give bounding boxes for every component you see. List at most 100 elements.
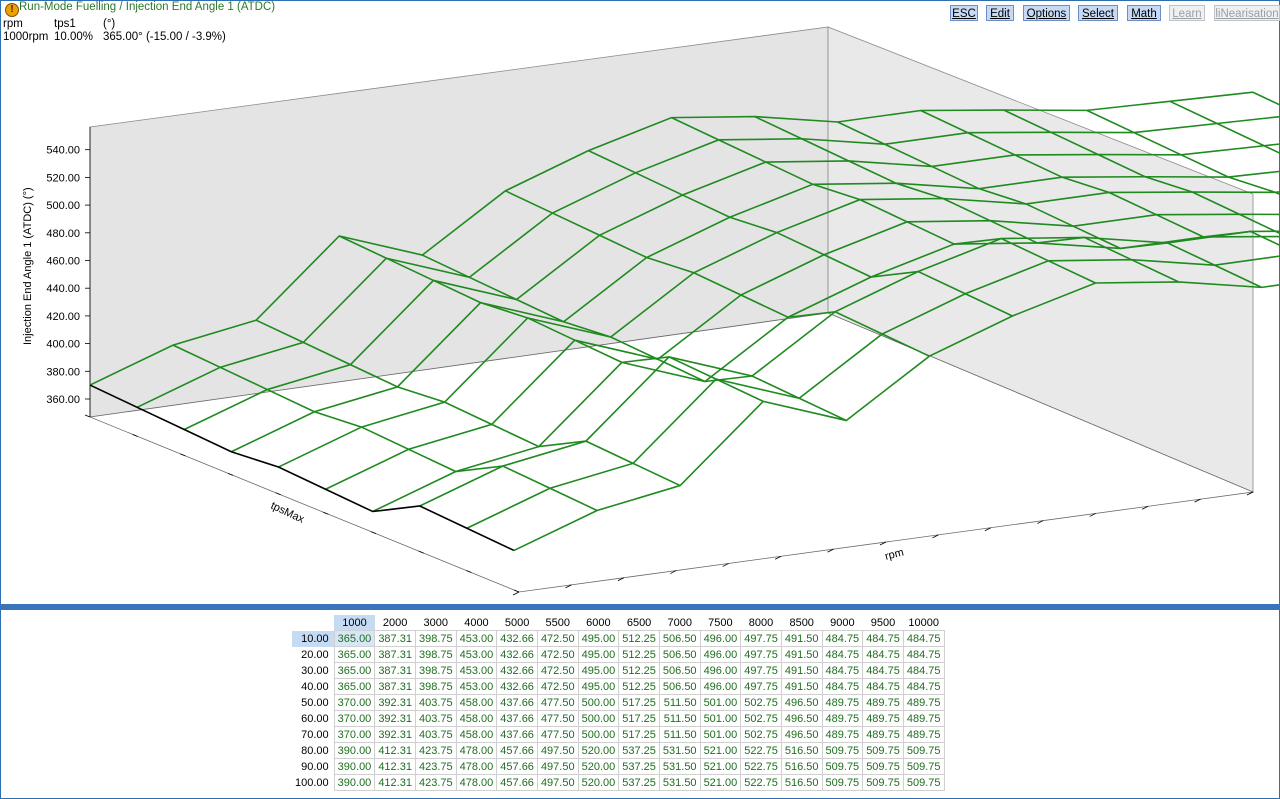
table-cell[interactable]: 489.75	[862, 694, 904, 711]
table-cell[interactable]: 365.00	[333, 646, 376, 663]
table-cell[interactable]: 496.00	[699, 678, 742, 695]
table-cell[interactable]: 432.66	[496, 646, 538, 663]
rpm-column-header[interactable]: 4000	[464, 616, 489, 629]
table-cell[interactable]: 500.00	[577, 726, 620, 743]
table-cell[interactable]: 437.66	[496, 710, 538, 727]
table-cell[interactable]: 509.75	[821, 742, 864, 759]
table-cell[interactable]: 497.50	[536, 742, 579, 759]
table-cell[interactable]: 537.25	[618, 774, 660, 791]
table-cell[interactable]: 457.66	[496, 758, 538, 775]
table-cell[interactable]: 478.00	[455, 742, 498, 759]
table-cell[interactable]: 501.00	[699, 694, 742, 711]
table-cell[interactable]: 517.25	[618, 694, 660, 711]
table-cell[interactable]: 478.00	[455, 774, 498, 791]
table-cell[interactable]: 489.75	[821, 710, 864, 727]
table-cell[interactable]: 495.00	[577, 662, 620, 679]
rpm-column-header[interactable]: 8000	[748, 616, 774, 629]
table-cell[interactable]: 365.00	[333, 678, 376, 695]
table-cell[interactable]: 403.75	[414, 726, 457, 743]
edit-button[interactable]: Edit	[986, 5, 1014, 21]
table-cell[interactable]: 522.75	[740, 742, 782, 759]
table-cell[interactable]: 484.75	[862, 630, 904, 647]
table-cell[interactable]: 387.31	[374, 630, 416, 647]
table-cell[interactable]: 403.75	[414, 694, 457, 711]
table-cell[interactable]: 398.75	[414, 678, 457, 695]
table-cell[interactable]: 484.75	[821, 646, 864, 663]
tps-row-header[interactable]: 70.00	[301, 728, 329, 741]
table-cell[interactable]: 496.00	[699, 646, 742, 663]
table-cell[interactable]: 520.00	[577, 774, 620, 791]
table-cell[interactable]: 491.50	[780, 646, 823, 663]
table-cell[interactable]: 398.75	[414, 630, 457, 647]
table-cell[interactable]: 509.75	[862, 742, 904, 759]
table-cell[interactable]: 370.00	[333, 726, 376, 743]
table-cell[interactable]: 390.00	[333, 774, 376, 791]
table-cell[interactable]: 497.75	[740, 678, 782, 695]
table-cell[interactable]: 537.25	[618, 758, 660, 775]
table-cell[interactable]: 453.00	[455, 678, 498, 695]
table-cell[interactable]: 484.75	[821, 662, 864, 679]
rpm-column-header[interactable]: 6000	[586, 616, 611, 629]
rpm-column-header[interactable]: 5500	[545, 616, 570, 629]
select-button[interactable]: Select	[1078, 5, 1118, 21]
tps-row-header[interactable]: 100.00	[295, 776, 329, 789]
table-cell[interactable]: 512.25	[618, 630, 660, 647]
table-cell[interactable]: 489.75	[902, 710, 945, 727]
table-cell[interactable]: 457.66	[496, 742, 538, 759]
table-cell[interactable]: 484.75	[902, 678, 945, 695]
rpm-column-header[interactable]: 2000	[382, 616, 408, 629]
table-cell[interactable]: 437.66	[496, 694, 538, 711]
table-cell[interactable]: 412.31	[374, 774, 416, 791]
table-cell[interactable]: 517.25	[618, 726, 660, 743]
table-cell[interactable]: 478.00	[455, 758, 498, 775]
learn-button[interactable]: Learn	[1169, 5, 1205, 21]
tps-row-header[interactable]: 90.00	[301, 760, 329, 773]
table-cell[interactable]: 365.00	[333, 662, 376, 679]
table-cell[interactable]: 521.00	[699, 758, 742, 775]
table-cell[interactable]: 491.50	[780, 678, 823, 695]
table-cell[interactable]: 521.00	[699, 774, 742, 791]
table-cell[interactable]: 506.50	[658, 646, 701, 663]
table-cell[interactable]: 511.50	[658, 726, 701, 743]
tps-row-header[interactable]: 50.00	[301, 696, 329, 709]
table-cell[interactable]: 500.00	[577, 694, 620, 711]
table-cell[interactable]: 491.50	[780, 630, 823, 647]
table-cell[interactable]: 497.75	[740, 646, 782, 663]
table-cell[interactable]: 516.50	[780, 758, 823, 775]
table-cell[interactable]: 412.31	[374, 758, 416, 775]
warning-icon[interactable]: !	[5, 3, 19, 17]
table-cell[interactable]: 489.75	[902, 694, 945, 711]
esc-button[interactable]: ESC	[950, 5, 978, 21]
table-cell[interactable]: 477.50	[536, 710, 579, 727]
table-cell[interactable]: 509.75	[902, 758, 945, 775]
tps-row-header[interactable]: 30.00	[301, 664, 329, 677]
table-cell[interactable]: 511.50	[658, 710, 701, 727]
table-cell[interactable]: 501.00	[699, 710, 742, 727]
surface-plot-3d[interactable]: 360.00 380.00 400.00 420.00 440.00 460.00 480.…	[0, 0, 1280, 606]
table-cell[interactable]: 509.75	[821, 774, 864, 791]
math-button[interactable]: Math	[1127, 5, 1161, 21]
rpm-column-header[interactable]: 7500	[708, 616, 733, 629]
table-cell[interactable]: 390.00	[333, 742, 376, 759]
table-cell[interactable]: 484.75	[821, 630, 864, 647]
table-cell[interactable]: 453.00	[455, 662, 498, 679]
table-cell[interactable]: 497.50	[536, 774, 579, 791]
table-cell[interactable]: 437.66	[496, 726, 538, 743]
rpm-column-header[interactable]: 9500	[870, 616, 896, 629]
table-cell[interactable]: 387.31	[374, 646, 416, 663]
table-cell[interactable]: 458.00	[455, 710, 498, 727]
table-cell[interactable]: 387.31	[374, 662, 416, 679]
table-cell[interactable]: 495.00	[577, 646, 620, 663]
table-cell[interactable]: 506.50	[658, 630, 701, 647]
table-cell[interactable]: 522.75	[740, 774, 782, 791]
tps-row-header[interactable]: 40.00	[301, 680, 329, 693]
table-cell[interactable]: 365.00	[333, 630, 376, 647]
table-cell[interactable]: 495.00	[577, 678, 620, 695]
table-cell[interactable]: 458.00	[455, 694, 498, 711]
table-cell[interactable]: 522.75	[740, 758, 782, 775]
table-cell[interactable]: 457.66	[496, 774, 538, 791]
table-cell[interactable]: 502.75	[740, 726, 782, 743]
table-cell[interactable]: 509.75	[902, 774, 945, 791]
table-cell[interactable]: 392.31	[374, 710, 416, 727]
table-cell[interactable]: 453.00	[455, 646, 498, 663]
